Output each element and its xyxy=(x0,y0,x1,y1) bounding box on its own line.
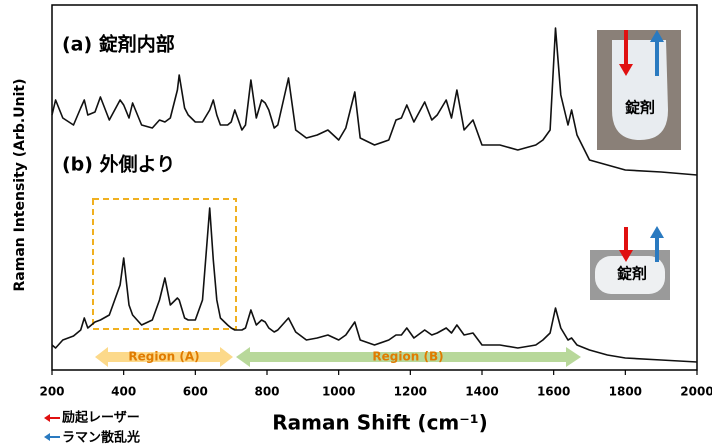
region-b-label: Region (B) xyxy=(372,350,443,364)
y-axis-label: Raman Intensity (Arb.Unit) xyxy=(12,79,28,292)
laser-arrow-head xyxy=(619,250,633,262)
legend-laser: 励起レーザー xyxy=(62,410,140,426)
region-box xyxy=(92,198,237,330)
x-tick-label: 2000 xyxy=(680,385,712,399)
region-a-label: Region (A) xyxy=(128,350,199,364)
legend-laser-arrow-head xyxy=(44,414,50,422)
raman-arrow-head xyxy=(650,30,664,42)
tablet-label: 錠剤 xyxy=(617,265,647,283)
spectrum-line xyxy=(51,27,698,176)
x-tick-label: 600 xyxy=(183,385,208,399)
x-axis-label: Raman Shift (cm⁻¹) xyxy=(272,411,487,435)
x-tick-label: 1200 xyxy=(394,385,427,399)
x-tick-label: 1800 xyxy=(609,385,642,399)
raman-arrow-head xyxy=(650,226,664,238)
tablet-label: 錠剤 xyxy=(625,99,655,117)
laser-arrow-head xyxy=(619,64,633,76)
x-tick-label: 1400 xyxy=(465,385,498,399)
tablet-shape xyxy=(612,40,668,140)
legend-raman: ラマン散乱光 xyxy=(62,430,140,445)
label-b: (b) 外側より xyxy=(62,153,175,176)
region-b-arrow xyxy=(236,347,581,367)
region-a-arrow xyxy=(95,347,233,367)
tablet-shape xyxy=(595,256,665,294)
plot-frame xyxy=(51,4,698,371)
x-tick-label: 1600 xyxy=(537,385,570,399)
legend-raman-arrow-head xyxy=(44,433,50,441)
x-tick-label: 200 xyxy=(39,385,64,399)
spectrum-line xyxy=(51,207,698,363)
x-tick-label: 800 xyxy=(254,385,279,399)
x-tick-label: 400 xyxy=(111,385,136,399)
x-tick-label: 1000 xyxy=(322,385,355,399)
label-a: (a) 錠剤内部 xyxy=(62,33,175,56)
